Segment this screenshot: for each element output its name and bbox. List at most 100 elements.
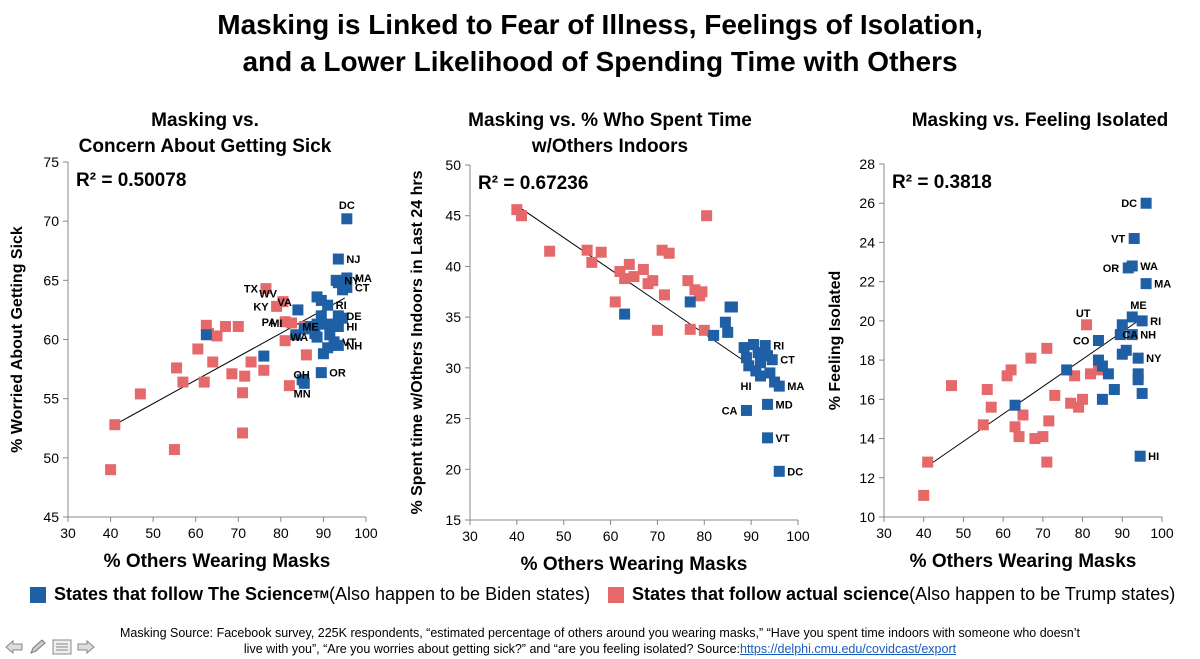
red-point (200, 319, 212, 331)
main-title-line2: and a Lower Likelihood of Spending Time … (242, 46, 958, 77)
legend-swatch-red (608, 586, 624, 603)
blue-point (332, 253, 344, 265)
blue-point (738, 342, 750, 354)
x-tick-label: 90 (1114, 525, 1130, 541)
red-point (511, 204, 523, 216)
blue-point (298, 377, 310, 389)
x-tick-label: 80 (1075, 525, 1091, 541)
legend-blue-bold: States that follow The Science (54, 584, 314, 604)
red-point (658, 289, 670, 301)
blue-point (1132, 368, 1144, 380)
red-point (609, 296, 621, 308)
source-line2: live with you”, “Are you worries about g… (243, 642, 740, 656)
red-point (623, 258, 635, 270)
blue-point (755, 357, 767, 369)
blue-point (337, 312, 349, 324)
blue-point (1136, 315, 1148, 327)
blue-point (1140, 197, 1152, 209)
slide-nav (4, 638, 96, 656)
y-tick-label: 30 (445, 360, 461, 376)
point-label: MN (294, 389, 311, 401)
red-point (1049, 389, 1061, 401)
x-tick-label: 100 (1150, 525, 1174, 541)
point-label: OR (329, 368, 346, 380)
blue-point (1116, 348, 1128, 360)
red-point (277, 296, 289, 308)
blue-point (1140, 278, 1152, 290)
x-axis-label: % Others Wearing Masks (104, 551, 331, 572)
red-point (1081, 319, 1093, 331)
x-tick-label: 40 (916, 525, 932, 541)
red-point (663, 247, 675, 259)
blue-point (740, 404, 752, 416)
arrow-right-icon[interactable] (76, 638, 96, 656)
x-tick-label: 40 (103, 525, 119, 541)
red-point (922, 456, 934, 468)
point-label: RI (1150, 316, 1161, 328)
chart2-title-line2: w/Others Indoors (531, 136, 689, 157)
x-tick-label: 100 (786, 528, 810, 544)
source-link[interactable]: https://delphi.cmu.edu/covidcast/export (740, 642, 957, 656)
blue-point (322, 299, 334, 311)
red-point (239, 370, 251, 382)
point-label: CA (722, 405, 738, 417)
red-point (1043, 415, 1055, 427)
legend-red-bold: States that follow actual science (632, 584, 910, 604)
x-tick-label: 60 (603, 528, 619, 544)
blue-point (1102, 368, 1114, 380)
point-label: VT (1111, 234, 1125, 246)
point-label: DE (346, 311, 361, 323)
red-point (279, 316, 291, 328)
red-point (946, 380, 958, 392)
y-tick-label: 25 (445, 411, 461, 427)
point-label: HI (346, 321, 357, 333)
blue-point (337, 284, 349, 296)
x-tick-label: 60 (188, 525, 204, 541)
point-label: UT (1076, 308, 1091, 320)
red-point (981, 384, 993, 396)
blue-point (1128, 233, 1140, 245)
red-point (647, 275, 659, 287)
legend-item-blue: States that follow The Science TM (Also h… (30, 584, 590, 605)
menu-icon[interactable] (52, 638, 72, 656)
source-line2-wrap: live with you”, “Are you worries about g… (0, 641, 1200, 657)
blue-point (258, 350, 270, 362)
red-point (581, 244, 593, 256)
blue-point (315, 367, 327, 379)
blue-point (315, 294, 327, 306)
main-title-line1: Masking is Linked to Fear of Illness, Fe… (217, 9, 983, 40)
point-label: DC (339, 200, 355, 212)
chart2-title: Masking vs. % Who Spent Time w/Others In… (450, 108, 770, 160)
blue-point (764, 367, 776, 379)
legend-blue-superscript: TM (313, 588, 329, 601)
point-label: RI (773, 341, 784, 353)
chart2-plot: 15 20 25 30 35 40 45 50 30 40 50 60 70 80 90 100 % Other… (409, 157, 810, 575)
trend-line (927, 320, 1139, 467)
point-label: WA (1140, 261, 1158, 273)
red-point (286, 317, 297, 329)
x-tick-label: 30 (876, 525, 892, 541)
x-tick-label: 50 (145, 525, 161, 541)
blue-point (1092, 335, 1104, 346)
blue-point (719, 316, 731, 328)
arrow-left-icon[interactable] (4, 638, 24, 656)
blue-point (747, 339, 759, 351)
x-tick-label: 70 (1035, 525, 1051, 541)
pencil-icon[interactable] (28, 638, 48, 656)
red-point (207, 356, 219, 368)
point-label: MI (270, 318, 282, 330)
blue-point (200, 329, 212, 341)
blue-point (317, 348, 329, 360)
red-point (271, 300, 283, 312)
red-point (619, 273, 631, 285)
blue-point (1132, 374, 1144, 386)
blue-point (1114, 329, 1126, 341)
blue-point (1126, 260, 1138, 272)
point-label: OR (1103, 263, 1120, 275)
point-label: HI (741, 381, 752, 393)
y-tick-label: 75 (43, 154, 59, 170)
source-line1: Masking Source: Facebook survey, 225K re… (120, 626, 1080, 640)
y-tick-label: 10 (859, 509, 875, 525)
point-label: MA (787, 381, 804, 393)
x-axis-label: % Others Wearing Masks (910, 551, 1137, 572)
